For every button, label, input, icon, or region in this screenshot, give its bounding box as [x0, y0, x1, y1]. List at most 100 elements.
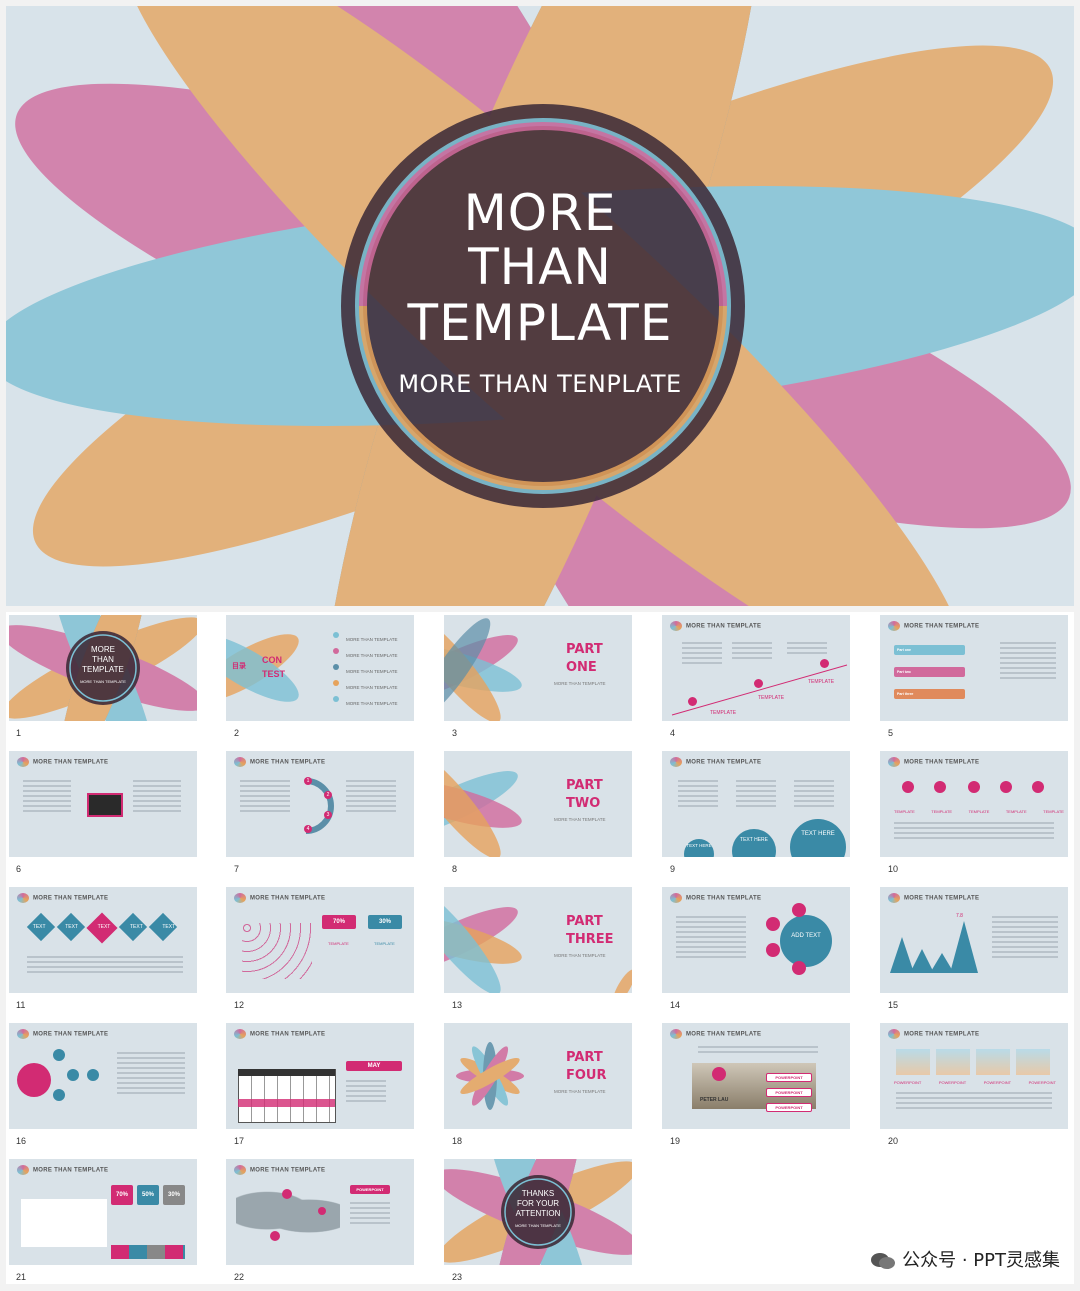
- slide-thumb-20[interactable]: MORE THAN TEMPLATE POWERPOINT POWERPOINT…: [880, 1023, 1068, 1129]
- slide-header: MORE THAN TEMPLATE: [17, 1165, 108, 1175]
- label: TEMPLATE: [1005, 809, 1027, 814]
- part-sub: MORE THAN TEMPLATE: [554, 1089, 606, 1094]
- pct-a: 70%: [322, 915, 356, 929]
- flower-icon: [17, 893, 29, 903]
- toc-test: TEST: [262, 669, 286, 679]
- slide-thumb-6[interactable]: MORE THAN TEMPLATE: [9, 751, 197, 857]
- month-tag: MAY: [346, 1061, 402, 1071]
- part-title: PART TWO: [566, 778, 603, 811]
- slide-thumb-15[interactable]: MORE THAN TEMPLATE 7.8: [880, 887, 1068, 993]
- flower-icon: [234, 1165, 246, 1175]
- label: TEMPLATE: [894, 809, 915, 814]
- slide-number: 3: [452, 728, 458, 738]
- label: TEMPLATE: [758, 695, 785, 701]
- pct-b: 30%: [368, 915, 402, 929]
- label: TEMPLATE: [968, 809, 990, 814]
- slide-number: 10: [888, 864, 899, 874]
- slide-number: 21: [16, 1272, 27, 1282]
- gear-icon: [53, 1049, 65, 1061]
- slide-thumb-3[interactable]: PART ONE MORE THAN TEMPLATE: [444, 615, 632, 721]
- slide-number: 16: [16, 1136, 27, 1146]
- slide-thumb-17[interactable]: MORE THAN TEMPLATE MAY: [226, 1023, 414, 1129]
- slide-thumb-9[interactable]: MORE THAN TEMPLATE TEXT HERE TEXT HERE T…: [662, 751, 850, 857]
- photo: [896, 1049, 930, 1075]
- slide-number: 22: [234, 1272, 245, 1282]
- circle-line: ATTENTION: [515, 1209, 561, 1218]
- toc-label: 目录: [232, 663, 246, 670]
- slide-thumb-18[interactable]: PART FOUR MORE THAN TEMPLATE: [444, 1023, 632, 1129]
- flower-icon: [234, 757, 246, 767]
- slide-thumb-2[interactable]: 目录 CON TEST MORE THAN TEMPLATE MORE THAN…: [226, 615, 414, 721]
- map-marker: [270, 1231, 280, 1241]
- slide-number: 6: [16, 864, 22, 874]
- pct-box: 50%: [137, 1185, 159, 1205]
- text-circle: TEXT HERE: [790, 819, 846, 857]
- slide-thumb-14[interactable]: MORE THAN TEMPLATE ADD TEXT: [662, 887, 850, 993]
- slide-header: MORE THAN TEMPLATE: [234, 757, 325, 767]
- location-icon: [792, 961, 806, 975]
- slide-number: 18: [452, 1136, 463, 1146]
- slide-thumb-10[interactable]: MORE THAN TEMPLATE TEMPLATE TEMPLATE TEM…: [880, 751, 1068, 857]
- arc-steps: [305, 778, 334, 834]
- bar: Part two: [894, 667, 965, 677]
- slide-thumb-7[interactable]: MORE THAN TEMPLATE 1 2 3 4: [226, 751, 414, 857]
- slide-header: MORE THAN TEMPLATE: [17, 1029, 108, 1039]
- tag: POWERPOINT: [766, 1073, 812, 1082]
- gear-icon: [766, 943, 780, 957]
- petal-background: [6, 6, 1074, 606]
- tag: POWERPOINT: [766, 1103, 812, 1112]
- slide-thumb-5[interactable]: MORE THAN TEMPLATE Part one Part two Par…: [880, 615, 1068, 721]
- diamond-label: TEXT: [162, 924, 176, 930]
- hero-title-line1: MORE: [463, 184, 617, 242]
- slide-thumb-22[interactable]: MORE THAN TEMPLATE POWERPOINT: [226, 1159, 414, 1265]
- slide-number: 1: [16, 728, 22, 738]
- label: TEMPLATE: [374, 941, 395, 946]
- slide-thumb-23[interactable]: THANKS FOR YOUR ATTENTION MORE THAN TEMP…: [444, 1159, 632, 1265]
- hero-subtitle: MORE THAN TENPLATE: [398, 370, 682, 398]
- petal-shape: [444, 887, 632, 993]
- toc-item: MORE THAN TEMPLATE: [346, 685, 398, 690]
- label: POWERPOINT: [983, 1080, 1012, 1085]
- pct-box: 70%: [111, 1185, 133, 1205]
- slide-number: 14: [670, 1000, 681, 1010]
- label: TEMPLATE: [808, 679, 835, 685]
- slide-header: MORE THAN TEMPLATE: [234, 1165, 325, 1175]
- flower-icon: [670, 621, 682, 631]
- slide-thumb-12[interactable]: MORE THAN TEMPLATE 70% 30% TEMPLATE TEMP…: [226, 887, 414, 993]
- slide-thumb-11[interactable]: MORE THAN TEMPLATE TEXT TEXT TEXT TEXT T…: [9, 887, 197, 993]
- label: TEMPLATE: [931, 809, 953, 814]
- toc-item: MORE THAN TEMPLATE: [346, 653, 398, 658]
- flower-icon: [888, 757, 900, 767]
- slide-thumb-8[interactable]: PART TWO MORE THAN TEMPLATE: [444, 751, 632, 857]
- slide-number: 23: [452, 1272, 463, 1282]
- watermark-text: 公众号 · PPT灵感集: [902, 1250, 1060, 1271]
- slide-thumb-19[interactable]: MORE THAN TEMPLATE PETER LAU POWERPOINT …: [662, 1023, 850, 1129]
- circle-line: FOR YOUR: [516, 1199, 560, 1208]
- wechat-icon: [871, 1253, 896, 1269]
- slide-thumbnail-grid: MORE THAN TEMPLATE MORE THAN TEMPLATE 1 …: [6, 612, 1074, 1284]
- flower-icon: [17, 1165, 29, 1175]
- slide-header: MORE THAN TEMPLATE: [888, 621, 979, 631]
- slide-thumb-21[interactable]: MORE THAN TEMPLATE 70% 50% 30%: [9, 1159, 197, 1265]
- flower-icon: [17, 1029, 29, 1039]
- photo: [1016, 1049, 1050, 1075]
- label: TEMPLATE: [710, 710, 737, 716]
- calendar-grid: [238, 1069, 336, 1123]
- search-icon: [17, 1063, 51, 1097]
- slide-number: 12: [234, 1000, 245, 1010]
- petal-shape: [226, 632, 339, 702]
- slide-thumb-4[interactable]: MORE THAN TEMPLATE TEMPLATE TEMPLATE TEM…: [662, 615, 850, 721]
- slide-number: 2: [234, 728, 240, 738]
- search-icon: [968, 781, 980, 793]
- slide-header: MORE THAN TEMPLATE: [888, 1029, 979, 1039]
- flower-icon: [888, 893, 900, 903]
- text-circle: TEXT HERE: [684, 839, 714, 857]
- search-icon: [712, 1067, 726, 1081]
- slide-thumb-1[interactable]: MORE THAN TEMPLATE MORE THAN TEMPLATE: [9, 615, 197, 721]
- peak-chart: [890, 921, 978, 973]
- slide-thumb-16[interactable]: MORE THAN TEMPLATE: [9, 1023, 197, 1129]
- pin-icon: [688, 697, 697, 706]
- slide-number: 15: [888, 1000, 899, 1010]
- slide-number: 11: [16, 1000, 26, 1010]
- slide-thumb-13[interactable]: PART THREE MORE THAN TEMPLATE: [444, 887, 632, 993]
